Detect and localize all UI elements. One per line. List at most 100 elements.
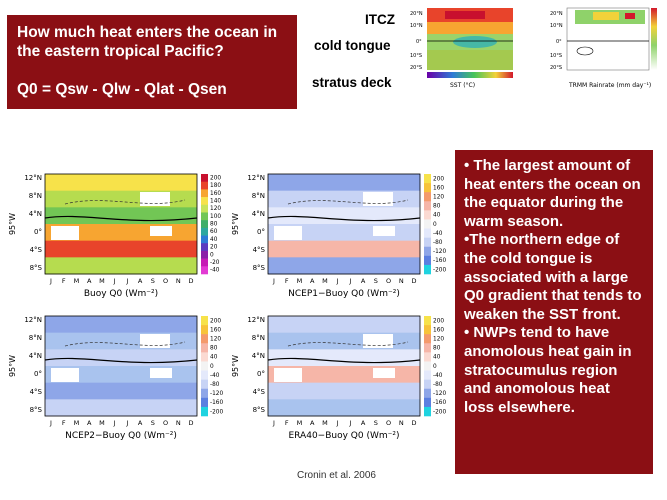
lat-tick-label: 4°N (252, 210, 265, 218)
colorbar-tick-label: 140 (210, 198, 221, 204)
contour-line-dashed (64, 199, 186, 205)
field-band (45, 332, 197, 350)
lat-tick-label: 4°S (30, 388, 43, 396)
q0-panel-4: 12°N 8°N 4°N 0° 4°S 8°S 95°W J F M A M J J A S O N D ERA40−… (228, 312, 450, 452)
rain-south-contour (576, 46, 594, 56)
field-band (45, 174, 197, 192)
colorbar-tick-label: -40 (433, 231, 443, 237)
month-tick-label: N (399, 419, 404, 427)
colorbar-swatch (424, 397, 431, 408)
colorbar-tick-label: 20 (210, 245, 218, 251)
colorbar-tick-label: 160 (433, 185, 444, 191)
panel-title: Buoy Q0 (Wm⁻²) (84, 289, 158, 299)
colorbar-tick-label: 40 (210, 355, 218, 361)
colorbar-tick-label: 200 (210, 318, 221, 324)
colorbar-tick-label: 200 (210, 175, 221, 181)
colorbar-swatch (424, 325, 431, 335)
lat-tick-label: 8°S (30, 406, 43, 414)
colorbar-tick-label: 80 (433, 204, 441, 210)
lat-tick-label: 8°N (29, 334, 42, 342)
month-tick-label: D (411, 419, 416, 427)
contour-line (267, 357, 421, 364)
month-tick-label: J (336, 277, 339, 285)
field-band (45, 190, 197, 208)
colorbar-tick-label: -80 (210, 382, 220, 388)
colorbar-swatch (424, 316, 431, 326)
field-band (268, 316, 420, 334)
missing-data-box (140, 334, 170, 348)
y-axis-label: 95°W (8, 213, 17, 235)
sst-lat-tick-2: 0° (416, 39, 422, 45)
sst-cold-tongue (453, 36, 497, 48)
month-tick-label: F (62, 277, 66, 285)
month-tick-label: F (285, 277, 289, 285)
month-tick-label: A (310, 419, 315, 427)
q0-plot-3: 12°N8°N4°N0°4°S8°S95°WJ F M A M J J A S O N DNCEP2−… (8, 315, 223, 441)
colorbar-swatch (424, 361, 431, 371)
colorbar-tick-label: 60 (210, 229, 218, 235)
field-band (45, 257, 197, 275)
field-band (45, 382, 197, 400)
colorbar-swatch (424, 334, 431, 344)
title-box: How much heat enters the ocean in the ea… (7, 15, 297, 109)
field-band (45, 399, 197, 417)
colorbar-swatch (201, 197, 208, 206)
month-tick-label: J (348, 419, 351, 427)
contour-line (44, 357, 198, 364)
month-tick-label: O (386, 277, 391, 285)
colorbar-swatch (201, 243, 208, 252)
lat-tick-label: 0° (34, 370, 42, 378)
rain-lat-tick-3: 10°S (550, 53, 562, 59)
missing-data-box (363, 192, 393, 206)
missing-data-box (363, 334, 393, 348)
q0-panel-1: 12°N 8°N 4°N 0° 4°S 8°S 95°W J F M A M J J A S O N D Buoy Q… (5, 170, 227, 310)
colorbar-tick-label: -160 (433, 400, 446, 406)
colorbar-tick-label: 40 (210, 237, 218, 243)
colorbar-swatch (201, 235, 208, 244)
colorbar-tick-label: -40 (433, 373, 443, 379)
field-band (45, 316, 197, 334)
lat-tick-label: 4°S (253, 388, 266, 396)
colorbar-swatch (424, 237, 431, 248)
equation-text: Q0 = Qsw - Qlw - Qlat - Qsen (17, 81, 227, 98)
missing-data-box (274, 226, 302, 240)
plot-frame (44, 173, 198, 275)
month-tick-label: S (151, 277, 155, 285)
missing-data-box (373, 368, 395, 378)
colorbar-swatch (201, 266, 208, 275)
month-tick-label: M (297, 277, 303, 285)
colorbar-swatch (201, 406, 208, 417)
field-band (268, 382, 420, 400)
lat-tick-label: 8°S (253, 406, 266, 414)
rain-plot: 20°N 10°N 0° 10°S 20°S TRMM Rainrate (mm… (550, 7, 657, 89)
colorbar-swatch (424, 246, 431, 257)
missing-data-box (51, 368, 79, 382)
colorbar-swatch (424, 343, 431, 353)
month-tick-label: M (74, 277, 80, 285)
month-tick-label: M (99, 419, 105, 427)
colorbar-tick-label: 80 (210, 346, 218, 352)
sst-south-band (427, 50, 513, 70)
contour-line (267, 215, 421, 222)
month-tick-label: O (163, 419, 168, 427)
lat-tick-label: 12°N (24, 316, 42, 324)
month-tick-label: A (310, 277, 315, 285)
month-tick-label: S (374, 419, 378, 427)
lat-tick-label: 4°S (30, 246, 43, 254)
colorbar-tick-label: 120 (433, 337, 444, 343)
colorbar-swatch (201, 379, 208, 390)
colorbar-swatch (424, 370, 431, 380)
lat-tick-label: 8°S (253, 264, 266, 272)
lat-tick-label: 0° (257, 370, 265, 378)
month-tick-label: M (322, 277, 328, 285)
month-tick-label: M (99, 277, 105, 285)
month-tick-label: M (322, 419, 328, 427)
field-band (268, 332, 420, 350)
colorbar-tick-label: 40 (433, 355, 441, 361)
colorbar-swatch (424, 210, 431, 220)
plot-frame (44, 315, 198, 417)
rain-xlabel: TRMM Rainrate (mm day⁻¹) (568, 82, 651, 89)
field-band (268, 240, 420, 258)
lat-tick-label: 8°N (29, 192, 42, 200)
